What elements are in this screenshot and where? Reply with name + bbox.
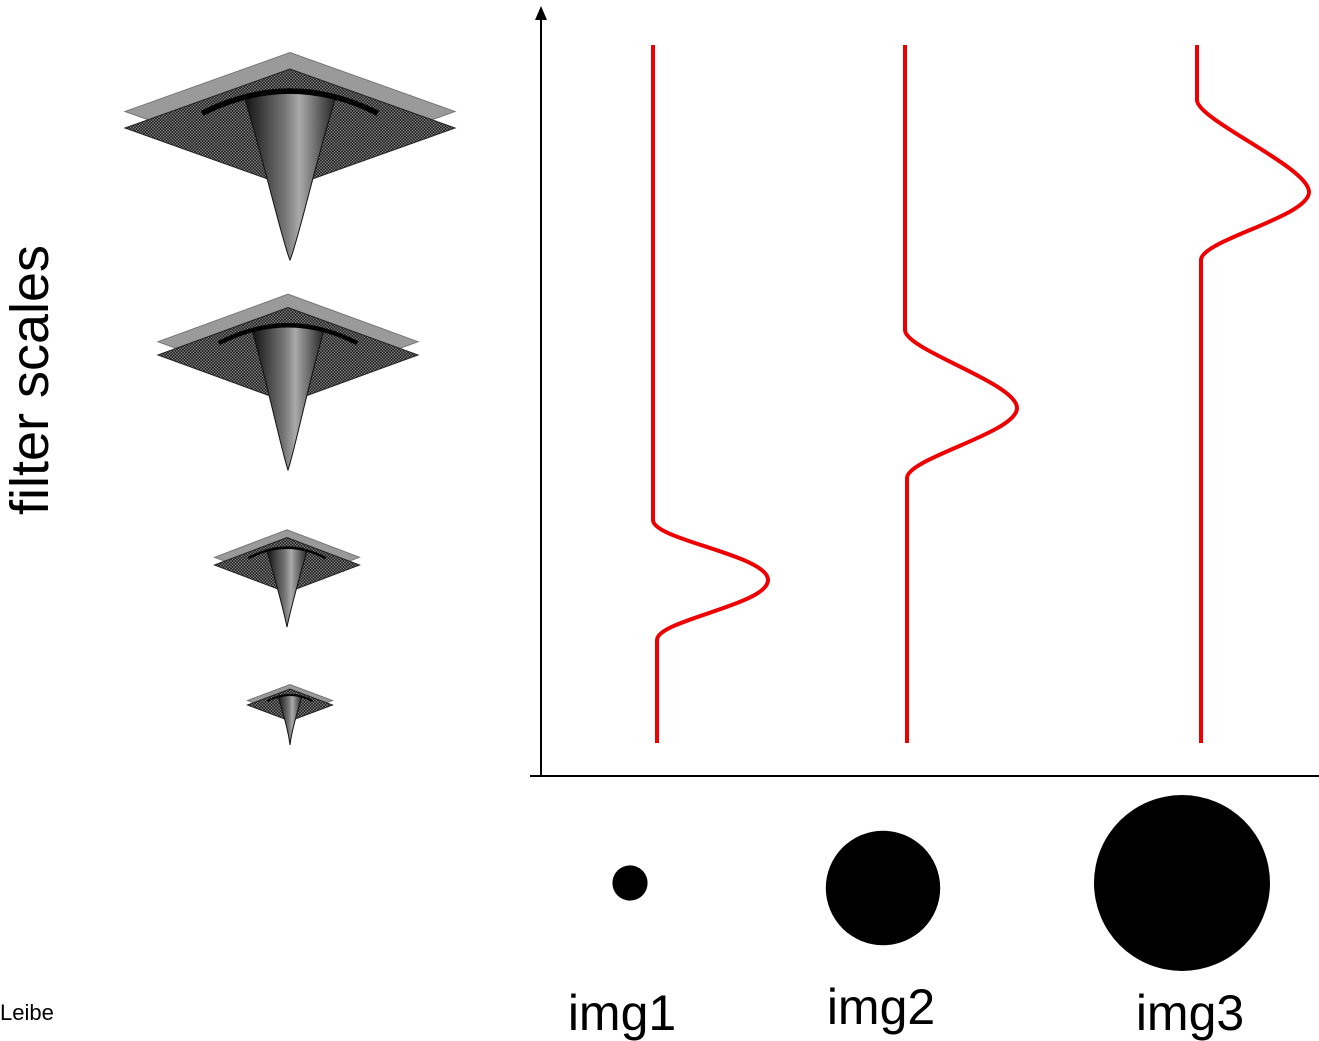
blob-images <box>612 795 1270 971</box>
response-curve-img1 <box>651 45 771 743</box>
y-axis-arrowhead <box>535 6 547 20</box>
filter-kernel-icons <box>123 51 457 746</box>
img1-label: img1 <box>567 985 677 1041</box>
y-axis-label: filter scales <box>0 244 60 516</box>
response-curves <box>651 45 1312 743</box>
filter-kernel-icon-3 <box>213 529 361 628</box>
blob-img2 <box>825 830 941 946</box>
response-curve-img3 <box>1195 45 1312 743</box>
blob-img1 <box>612 865 648 901</box>
response-curve-img2 <box>903 45 1020 743</box>
img3-label: img3 <box>1135 985 1245 1041</box>
filter-kernel-icon-1 <box>123 51 457 262</box>
credit-text: Leibe <box>0 1000 54 1025</box>
axes <box>530 6 1319 777</box>
filter-kernel-icon-4 <box>246 683 334 746</box>
filter-kernel-icon-2 <box>156 293 420 472</box>
blob-img3 <box>1094 795 1270 971</box>
img2-label: img2 <box>826 979 936 1035</box>
